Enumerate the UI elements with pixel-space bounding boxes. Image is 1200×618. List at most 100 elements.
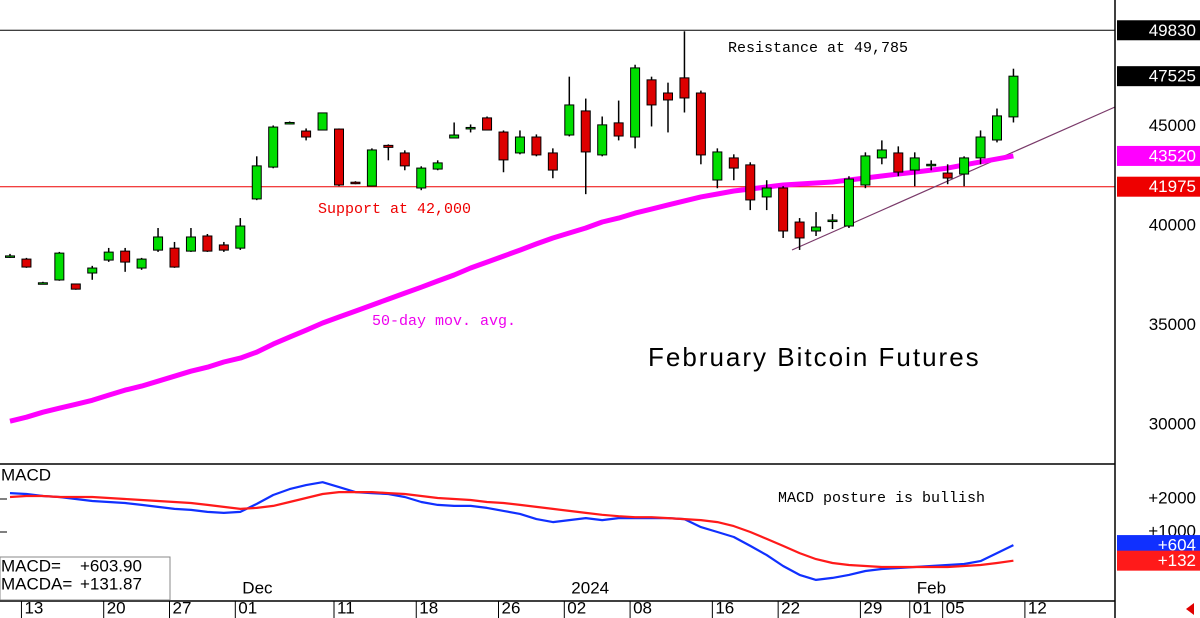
candle-body: [399, 152, 410, 167]
value-tag-box: [1117, 145, 1200, 166]
candle-body: [235, 225, 246, 249]
x-month-label: 2024: [571, 578, 609, 597]
value-tag: 43520: [1149, 146, 1196, 165]
candle-body: [761, 187, 772, 198]
candle-body: [992, 115, 1002, 141]
chart-title: February Bitcoin Futures: [648, 342, 981, 372]
macd-line: [9, 491, 1014, 569]
candle-body: [745, 164, 756, 201]
x-month-label: Dec: [242, 578, 273, 597]
data-layer: [5, 31, 1019, 581]
y-tick-label: 40000: [1149, 216, 1196, 235]
candle-body: [975, 136, 986, 159]
overlay-label: 50-day mov. avg.: [372, 313, 516, 330]
candle-body: [959, 157, 970, 175]
x-tick-label: 16: [715, 598, 734, 617]
candle-body: [1008, 75, 1019, 118]
candle-body: [794, 221, 805, 239]
scroll-arrow[interactable]: [1186, 603, 1194, 615]
x-tick-label: 13: [24, 598, 43, 617]
candle-body: [202, 235, 213, 252]
candle-body: [366, 149, 377, 187]
value-tag-box: [1117, 176, 1200, 197]
candle-body: [860, 155, 871, 186]
annotation: Support at 42,000: [318, 201, 471, 218]
grid-layer: [0, 29, 1115, 618]
candle-body: [909, 157, 920, 171]
candle-body: [843, 178, 854, 227]
candle-body: [663, 92, 673, 101]
x-month-label: Feb: [917, 578, 946, 597]
x-tick-label: 12: [1028, 598, 1047, 617]
legend-value: +603.90: [80, 556, 142, 575]
value-tag: 41975: [1149, 177, 1196, 196]
candle-body: [383, 144, 394, 148]
candle-body: [811, 226, 822, 232]
candle-body: [630, 67, 641, 138]
candle-body: [728, 157, 739, 169]
candle-body: [712, 151, 723, 181]
candle-body: [580, 110, 591, 153]
candle-body: [827, 219, 838, 223]
y-tick-label: 45000: [1149, 116, 1196, 135]
x-tick-label: 05: [946, 598, 965, 617]
panel-title: MACD: [1, 465, 51, 484]
y-tick-label: 30000: [1149, 415, 1196, 434]
candle-body: [778, 187, 789, 232]
candle-body: [350, 181, 361, 185]
annotation: MACD posture is bullish: [778, 490, 985, 507]
value-tag-box: [1117, 66, 1200, 87]
x-tick-label: 18: [419, 598, 438, 617]
y-tick-label: 35000: [1149, 315, 1196, 334]
candle-body: [5, 255, 15, 258]
candle-body: [334, 128, 344, 186]
annotation: Resistance at 49,785: [728, 40, 908, 57]
candle-body: [564, 104, 575, 136]
candle-body: [218, 244, 229, 251]
value-tag-box: [1117, 550, 1200, 571]
candle-body: [87, 267, 98, 274]
label-layer: 30000 35000 40000 45000 49830 41975 43520 47525…: [24, 20, 1200, 617]
candle-body: [482, 117, 493, 131]
candle-body: [268, 126, 279, 168]
candle-body: [416, 167, 427, 189]
legend-value: +131.87: [80, 574, 142, 593]
candle-body: [942, 172, 953, 179]
value-tag-box: [1117, 535, 1200, 556]
value-tag: +604: [1158, 536, 1196, 555]
value-tag: +132: [1158, 551, 1196, 570]
y-tick-label: +2000: [1148, 488, 1196, 507]
macd-line: [9, 481, 1014, 581]
candle-body: [169, 247, 180, 268]
candle-body: [926, 163, 937, 167]
value-tag: 49830: [1149, 21, 1196, 40]
candle-body: [876, 149, 887, 159]
candle-body: [153, 236, 164, 251]
legend-box: [0, 556, 171, 601]
value-tag: 47525: [1149, 67, 1196, 86]
x-tick-label: 01: [238, 598, 257, 617]
candle-body: [70, 283, 81, 290]
x-tick-label: 08: [633, 598, 652, 617]
value-tag-box: [1117, 20, 1200, 41]
candle-body: [301, 130, 312, 138]
candle-body: [465, 126, 476, 130]
x-tick-label: 27: [173, 598, 192, 617]
candle-body: [514, 136, 525, 154]
candle-body: [893, 152, 904, 173]
candle-body: [695, 92, 706, 156]
x-tick-label: 11: [337, 598, 355, 617]
candle-body: [432, 162, 443, 170]
candle-body: [317, 112, 328, 131]
x-tick-label: 29: [863, 598, 882, 617]
candle-body: [54, 252, 65, 281]
legend-name: MACDA=: [1, 574, 72, 593]
candle-body: [679, 77, 690, 99]
x-tick-label: 26: [502, 598, 521, 617]
candle-body: [120, 250, 131, 263]
candle-body: [597, 124, 608, 156]
candle-body: [547, 152, 558, 171]
legend-name: MACD=: [1, 556, 61, 575]
